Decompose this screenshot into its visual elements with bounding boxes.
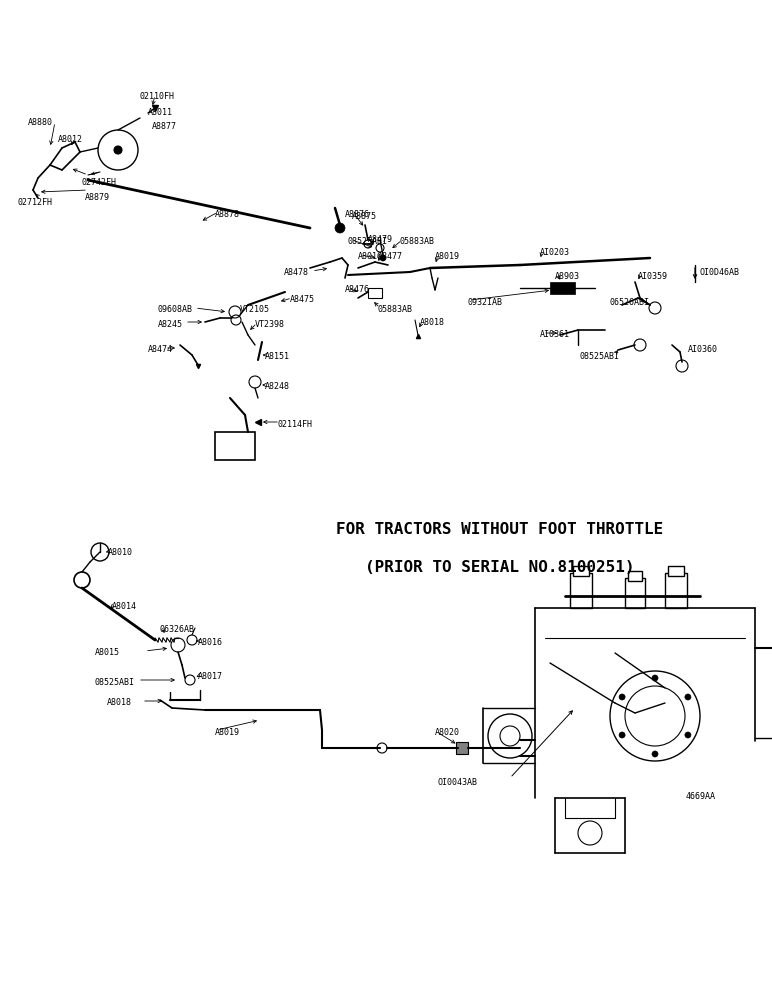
Text: A8474: A8474 xyxy=(148,345,173,354)
Circle shape xyxy=(685,732,691,738)
Text: A8011: A8011 xyxy=(148,108,173,117)
Bar xyxy=(456,742,468,754)
Text: 05883AB: 05883AB xyxy=(378,305,413,314)
Bar xyxy=(573,566,589,576)
Text: (PRIOR TO SERIAL NO.8100251): (PRIOR TO SERIAL NO.8100251) xyxy=(365,560,635,576)
Circle shape xyxy=(652,675,658,681)
Text: VT2398: VT2398 xyxy=(255,320,285,329)
Text: A8018: A8018 xyxy=(107,698,132,707)
Text: 06326AB: 06326AB xyxy=(160,625,195,634)
Bar xyxy=(570,573,592,608)
Text: A8475: A8475 xyxy=(290,295,315,304)
Text: AI0203: AI0203 xyxy=(540,248,570,257)
Text: A8248: A8248 xyxy=(265,382,290,391)
Text: 06526ABI: 06526ABI xyxy=(610,298,650,307)
Text: A8012: A8012 xyxy=(58,135,83,144)
Text: A8016: A8016 xyxy=(358,252,383,261)
Text: AI0360: AI0360 xyxy=(688,345,718,354)
Text: AI0361: AI0361 xyxy=(540,330,570,339)
Bar xyxy=(668,566,684,576)
Text: A8018: A8018 xyxy=(420,318,445,327)
Text: A8014: A8014 xyxy=(112,602,137,611)
Text: 08525ABI: 08525ABI xyxy=(348,237,388,246)
Circle shape xyxy=(685,694,691,700)
Text: A8245: A8245 xyxy=(158,320,183,329)
Bar xyxy=(215,432,255,460)
Text: A8010: A8010 xyxy=(108,548,133,557)
Text: AI0359: AI0359 xyxy=(638,272,668,281)
Text: A8476: A8476 xyxy=(345,285,370,294)
Text: A8015: A8015 xyxy=(95,648,120,657)
Text: A8880: A8880 xyxy=(28,118,53,127)
Text: A8479: A8479 xyxy=(368,235,393,244)
Text: A8016: A8016 xyxy=(198,638,223,647)
Text: 02110FH: 02110FH xyxy=(140,92,175,101)
Text: A8878: A8878 xyxy=(215,210,240,219)
Text: OI0D46AB: OI0D46AB xyxy=(700,268,740,277)
Bar xyxy=(628,571,642,581)
Bar xyxy=(550,282,575,294)
Text: 02742FH: 02742FH xyxy=(82,178,117,187)
Circle shape xyxy=(619,694,625,700)
Text: A8875: A8875 xyxy=(352,212,377,221)
Text: A8879: A8879 xyxy=(85,193,110,202)
Text: FOR TRACTORS WITHOUT FOOT THROTTLE: FOR TRACTORS WITHOUT FOOT THROTTLE xyxy=(337,522,664,538)
Text: A8477: A8477 xyxy=(378,252,403,261)
Text: 02114FH: 02114FH xyxy=(278,420,313,429)
Circle shape xyxy=(380,255,386,261)
Text: VT2105: VT2105 xyxy=(240,305,270,314)
Circle shape xyxy=(619,732,625,738)
Text: 09608AB: 09608AB xyxy=(158,305,193,314)
Text: 08525ABI: 08525ABI xyxy=(95,678,135,687)
Text: A8019: A8019 xyxy=(215,728,240,737)
Text: A8151: A8151 xyxy=(265,352,290,361)
Text: A8876: A8876 xyxy=(345,210,370,219)
Text: 08525ABI: 08525ABI xyxy=(580,352,620,361)
Text: A8478: A8478 xyxy=(284,268,309,277)
Bar xyxy=(665,573,687,608)
Bar xyxy=(368,288,382,298)
Circle shape xyxy=(114,146,122,154)
Text: A8903: A8903 xyxy=(555,272,580,281)
Text: 4669AA: 4669AA xyxy=(686,792,716,801)
Text: 02712FH: 02712FH xyxy=(18,198,53,207)
Text: A8020: A8020 xyxy=(435,728,460,737)
Bar xyxy=(625,578,645,608)
Text: A8877: A8877 xyxy=(152,122,177,131)
Circle shape xyxy=(652,751,658,757)
Text: 05883AB: 05883AB xyxy=(400,237,435,246)
Text: A8019: A8019 xyxy=(435,252,460,261)
Text: 0932IAB: 0932IAB xyxy=(468,298,503,307)
Circle shape xyxy=(335,223,345,233)
Text: A8017: A8017 xyxy=(198,672,223,681)
Text: OI0043AB: OI0043AB xyxy=(438,778,478,787)
